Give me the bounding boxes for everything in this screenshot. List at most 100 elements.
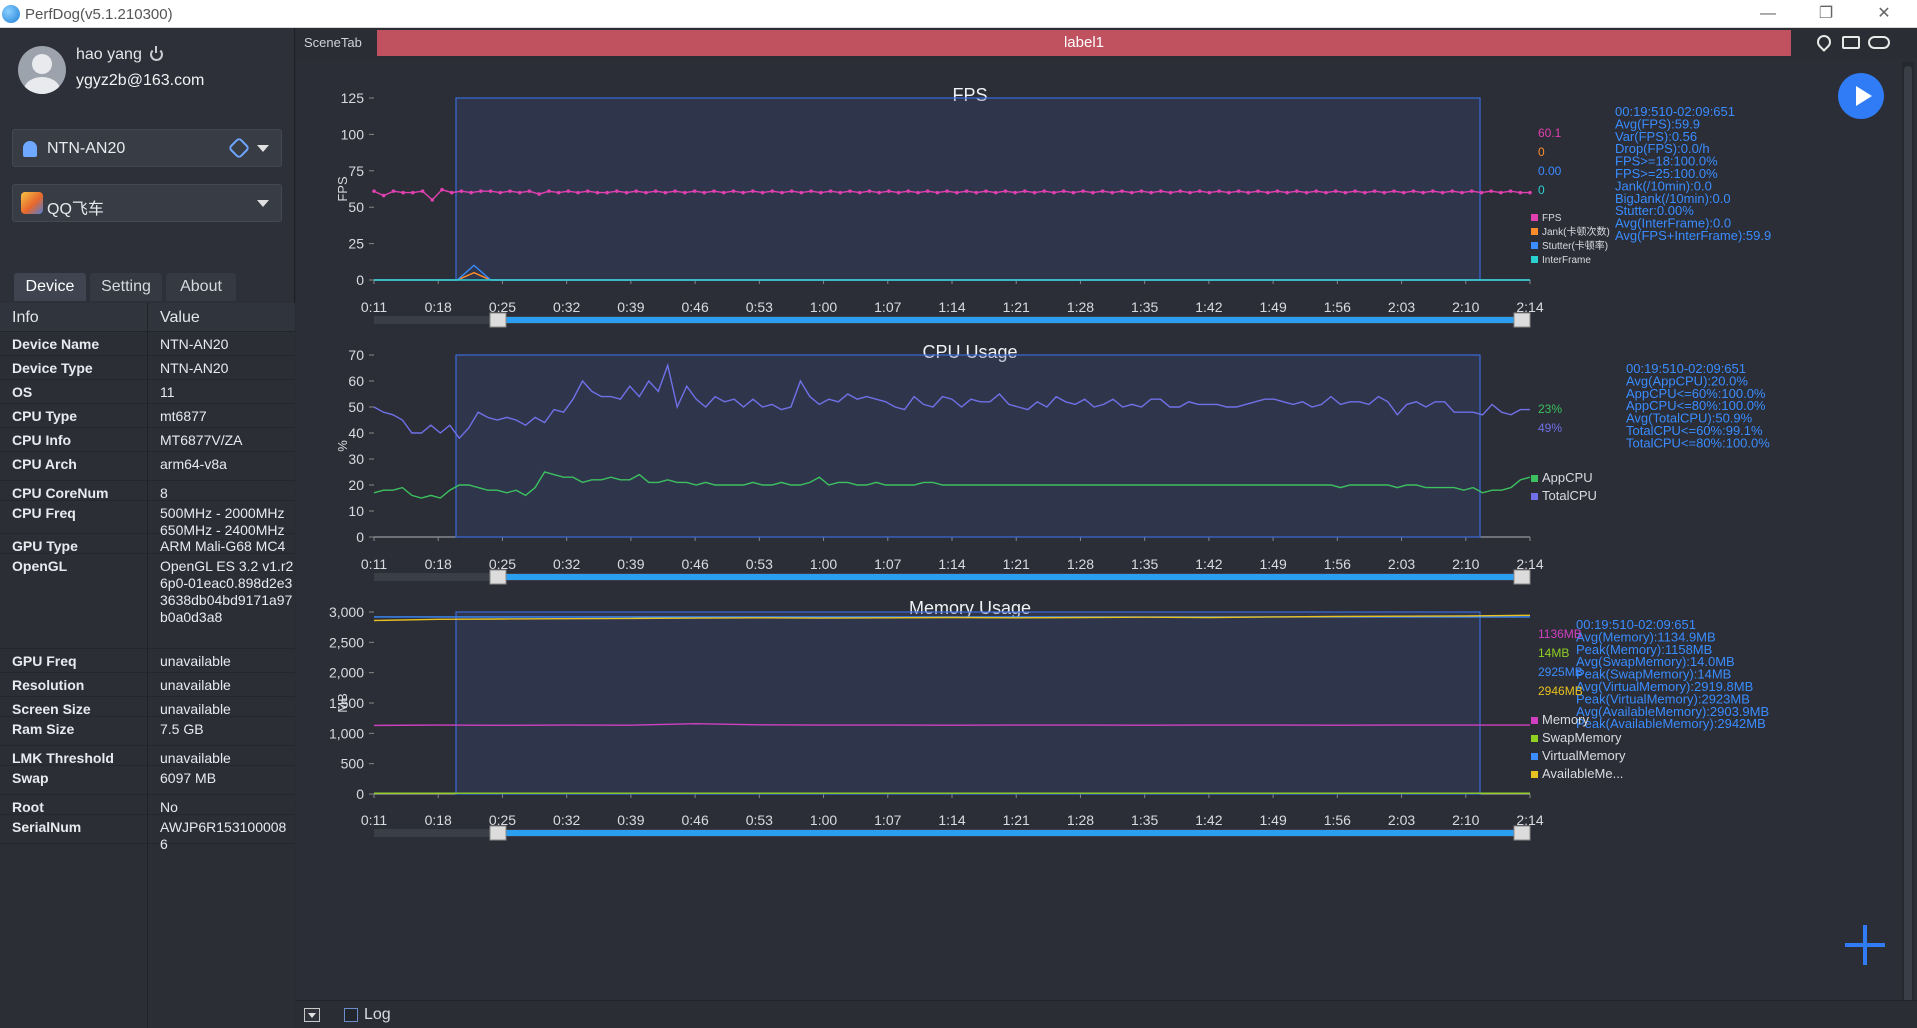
fps-point (1295, 189, 1299, 193)
info-row: SerialNum AWJP6R1531000086 (0, 815, 295, 852)
x-tick-label: 0:39 (617, 556, 644, 572)
legend-label: Stutter(卡顿率) (1542, 239, 1608, 252)
scene-tab-label[interactable]: SceneTab (304, 35, 362, 50)
legend-swatch (1531, 214, 1538, 221)
window-title: PerfDog(v5.1.210300) (25, 6, 173, 23)
info-key: CPU CoreNum (12, 485, 109, 501)
info-key: CPU Info (12, 432, 72, 448)
cloud-icon[interactable] (1868, 36, 1890, 49)
y-tick-label: 1,500 (329, 695, 364, 711)
x-tick-label: 2:10 (1452, 556, 1479, 572)
log-checkbox[interactable] (344, 1008, 358, 1022)
y-tick-label: 0 (356, 529, 364, 545)
tab-setting[interactable]: Setting (90, 273, 162, 301)
stats-line: Avg(InterFrame):0.0 (1615, 216, 1731, 231)
fps-point (624, 190, 629, 195)
info-key: CPU Freq (12, 505, 76, 521)
time-slider-handle-start[interactable] (489, 312, 507, 328)
fps-point (712, 189, 716, 193)
fps-point (1236, 189, 1241, 193)
info-value: NTN-AN20 (160, 360, 229, 376)
label-name: label1 (1063, 34, 1105, 51)
fps-point (1149, 190, 1153, 195)
bottom-bar: Log (296, 1000, 1917, 1028)
x-tick-label: 1:28 (1067, 812, 1094, 828)
current-value: 2946MB (1538, 684, 1583, 698)
fps-point (1003, 189, 1008, 193)
y-tick-label: 100 (341, 126, 365, 142)
add-chart-button[interactable] (1845, 925, 1885, 965)
scene-bar: SceneTab label1 (296, 28, 1917, 58)
fps-point (1207, 190, 1212, 195)
label-bar[interactable]: label1 (377, 30, 1791, 56)
log-label: Log (364, 1006, 391, 1023)
time-slider-handle-end[interactable] (1513, 825, 1531, 841)
y-axis-label: % (335, 440, 350, 452)
stats-line: TotalCPU<=60%:99.1% (1626, 423, 1763, 438)
collapse-button[interactable] (304, 1008, 320, 1022)
stats-line: Var(FPS):0.56 (1615, 129, 1697, 144)
stats-line: 00:19:510-02:09:651 (1615, 104, 1735, 119)
title-bar: PerfDog(v5.1.210300) — ❐ ✕ (0, 0, 1917, 28)
fps-point (741, 190, 745, 195)
selection-range (455, 611, 1481, 795)
folder-icon[interactable] (1842, 36, 1860, 49)
info-value: 500MHz - 2000MHz 650MHz - 2400MHz (160, 505, 285, 538)
y-tick-label: 125 (341, 90, 365, 106)
chevron-down-icon[interactable] (257, 145, 269, 152)
fps-point (721, 190, 726, 195)
chevron-down-icon[interactable] (257, 200, 269, 207)
time-slider-handle-start[interactable] (489, 825, 507, 841)
link-icon[interactable] (227, 136, 251, 160)
chart-title: Memory Usage (909, 598, 1031, 618)
fps-point (644, 190, 648, 195)
fps-point (420, 189, 425, 193)
x-tick-label: 1:28 (1067, 299, 1094, 315)
vertical-scrollbar[interactable] (1902, 62, 1914, 1012)
tab-device[interactable]: Device (14, 273, 86, 301)
legend-swatch (1531, 475, 1538, 482)
tab-about[interactable]: About (166, 273, 236, 301)
fps-point (984, 189, 988, 193)
time-slider-handle-end[interactable] (1513, 312, 1531, 328)
time-slider-handle-start[interactable] (489, 569, 507, 585)
fps-point (1032, 190, 1037, 195)
fps-point (1382, 190, 1387, 195)
fps-point (731, 189, 736, 193)
fps-point (537, 192, 541, 196)
fps-point (1431, 189, 1435, 193)
fps-point (488, 189, 493, 193)
stats-line: FPS>=18:100.0% (1615, 154, 1718, 169)
legend-swatch (1531, 242, 1538, 249)
y-tick-label: 0 (356, 272, 364, 288)
x-tick-label: 1:42 (1195, 299, 1222, 315)
time-slider-handle-end[interactable] (1513, 569, 1531, 585)
avatar[interactable] (18, 46, 66, 94)
restore-icon[interactable]: ❐ (1818, 5, 1834, 22)
fps-point (1197, 189, 1202, 193)
fps-point (1061, 189, 1066, 193)
fps-point (1042, 189, 1047, 193)
close-icon[interactable]: ✕ (1877, 5, 1891, 22)
current-value: 2925MB (1538, 665, 1583, 679)
power-icon[interactable] (150, 46, 163, 61)
user-email: ygyz2b@163.com (76, 72, 205, 89)
x-tick-label: 0:53 (746, 556, 773, 572)
app-select[interactable]: QQ飞车 (12, 184, 282, 222)
play-button[interactable] (1838, 73, 1884, 119)
fps-point (585, 189, 590, 193)
stats-line: AppCPU<=80%:100.0% (1626, 398, 1766, 413)
current-value: 60.1 (1538, 126, 1562, 140)
device-select-label: NTN-AN20 (47, 140, 126, 157)
x-tick-label: 0:25 (489, 299, 516, 315)
fps-point (760, 190, 765, 195)
stats-line: BigJank(/10min):0.0 (1615, 191, 1731, 206)
fps-point (945, 189, 949, 193)
info-value: No (160, 799, 178, 815)
minimize-icon[interactable]: — (1760, 5, 1776, 22)
fps-point (1091, 190, 1095, 195)
legend-swatch (1531, 256, 1538, 263)
x-tick-label: 0:46 (681, 556, 708, 572)
device-select[interactable]: NTN-AN20 (12, 129, 282, 167)
fps-point (1392, 189, 1396, 193)
